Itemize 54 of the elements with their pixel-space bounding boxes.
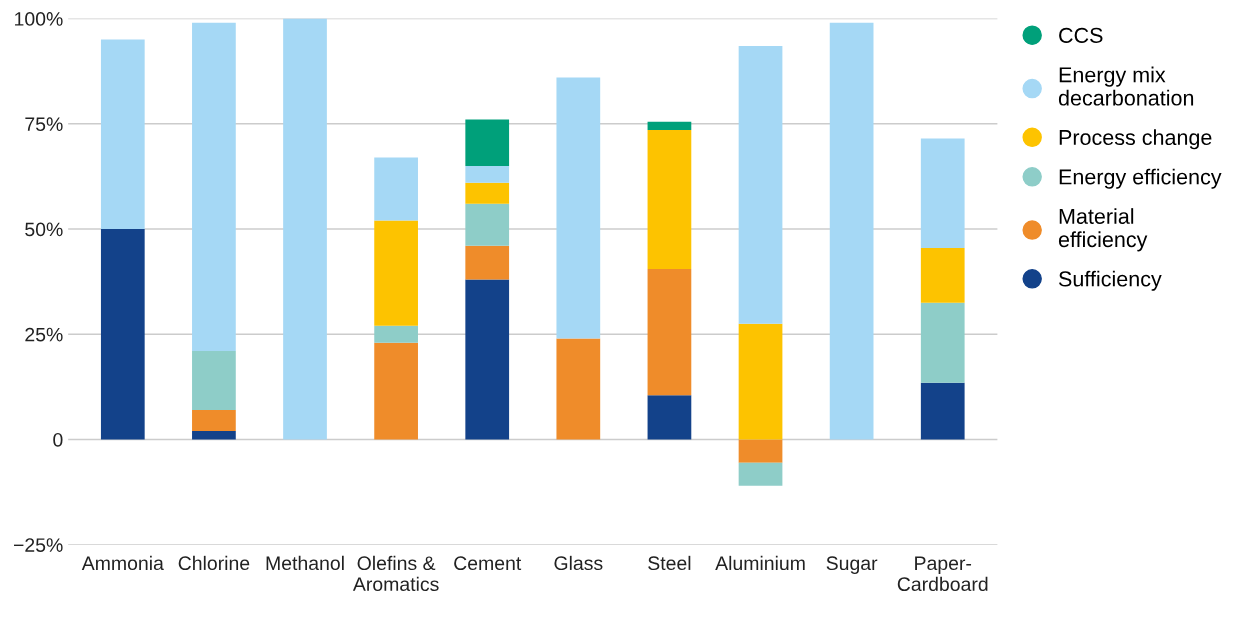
y-tick-label: 0 xyxy=(53,432,63,447)
legend-label: Energy efficiency xyxy=(1059,168,1222,189)
x-tick-label: Aluminium xyxy=(715,555,805,571)
bar xyxy=(556,77,601,339)
bar xyxy=(192,351,236,411)
bar xyxy=(465,203,510,246)
y-tick-label: 100% xyxy=(15,12,63,26)
bar xyxy=(374,325,418,343)
bar xyxy=(465,182,510,204)
y-tick-label: 25% xyxy=(25,327,63,342)
legend-label: Material efficiency xyxy=(1058,208,1148,252)
x-tick-label: Steel xyxy=(648,555,691,571)
y-tick-label: −25% xyxy=(13,538,63,552)
x-tick-label: Methanol xyxy=(266,555,344,571)
bar xyxy=(283,18,327,440)
bar xyxy=(556,338,601,440)
bar xyxy=(647,395,692,440)
x-tick-label: Olefins & Aromatics xyxy=(352,555,439,592)
x-tick-label: Chlorine xyxy=(178,555,250,571)
bar xyxy=(374,220,418,326)
bar xyxy=(192,410,236,432)
bar xyxy=(647,269,692,396)
bar xyxy=(920,247,965,303)
bar xyxy=(920,138,965,248)
bar xyxy=(647,130,692,270)
bar xyxy=(374,342,418,440)
bar xyxy=(465,279,510,440)
legend-label: Sufficiency xyxy=(1058,270,1162,291)
bar xyxy=(738,439,783,463)
x-tick-label: Cement xyxy=(454,556,522,571)
legend-label: Process change xyxy=(1059,129,1212,150)
bar xyxy=(100,229,145,440)
bar xyxy=(465,119,510,166)
bar xyxy=(738,45,783,324)
bar xyxy=(920,302,965,383)
bar xyxy=(738,323,783,440)
bar xyxy=(465,245,510,280)
bar xyxy=(920,382,965,440)
y-tick-label: 50% xyxy=(25,222,63,237)
bar xyxy=(192,431,236,440)
legend-label: CCS xyxy=(1059,27,1103,43)
y-tick-label: 75% xyxy=(25,117,63,132)
bar xyxy=(374,157,418,221)
bar xyxy=(647,121,692,131)
bar xyxy=(829,22,874,440)
x-tick-label: Sugar xyxy=(826,556,878,574)
legend-label: Energy mix decarbonation xyxy=(1058,66,1194,106)
bar xyxy=(465,165,510,183)
bar xyxy=(100,39,145,230)
bar xyxy=(738,462,783,486)
x-tick-label: Paper- Cardboard xyxy=(897,556,988,592)
x-tick-label: Glass xyxy=(554,555,603,571)
x-tick-label: Ammonia xyxy=(81,555,164,571)
bar xyxy=(192,22,236,352)
